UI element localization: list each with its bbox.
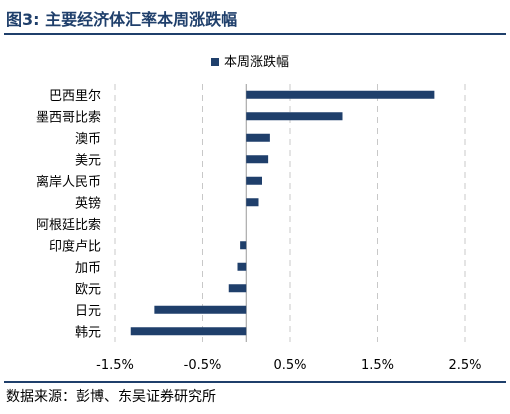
bar bbox=[246, 176, 262, 185]
category-label: 韩元 bbox=[75, 325, 101, 340]
legend-swatch bbox=[211, 58, 219, 66]
tick-label: 1.5% bbox=[361, 358, 394, 373]
bar bbox=[246, 133, 270, 142]
tick-label: 0.5% bbox=[273, 358, 306, 373]
category-label: 阿根廷比索 bbox=[36, 218, 101, 233]
category-label: 欧元 bbox=[75, 282, 101, 297]
bar bbox=[228, 284, 247, 293]
bar bbox=[130, 327, 247, 336]
category-label: 离岸人民币 bbox=[36, 174, 101, 190]
category-label: 澳币 bbox=[75, 131, 101, 147]
category-label: 英镑 bbox=[75, 195, 101, 211]
category-label: 日元 bbox=[75, 304, 101, 319]
figure-title: 图3: 主要经济体汇率本周涨跌幅 bbox=[6, 10, 238, 29]
tick-label: 2.5% bbox=[448, 358, 481, 373]
source-note: 数据来源：彭博、东吴证券研究所 bbox=[6, 389, 216, 405]
bar bbox=[246, 198, 259, 207]
tick-label: -1.5% bbox=[96, 358, 134, 373]
bar bbox=[237, 262, 247, 271]
category-label: 巴西里尔 bbox=[49, 89, 101, 104]
legend: 本周涨跌幅 bbox=[211, 54, 289, 70]
bar bbox=[246, 90, 435, 99]
bar bbox=[246, 112, 343, 121]
source-divider bbox=[4, 381, 506, 383]
tick-label: -0.5% bbox=[184, 358, 222, 373]
gridlines bbox=[114, 84, 466, 342]
category-label: 美元 bbox=[75, 153, 101, 168]
legend-label: 本周涨跌幅 bbox=[224, 54, 289, 70]
category-label: 印度卢比 bbox=[49, 238, 101, 254]
title-divider bbox=[4, 33, 506, 35]
bar-chart: 本周涨跌幅 巴西里尔墨西哥比索澳币美元离岸人民币英镑阿根廷比索印度卢比加币欧元日… bbox=[36, 54, 482, 373]
bars bbox=[130, 90, 435, 336]
tick-labels: -1.5% -0.5% 0.5% 1.5% 2.5% bbox=[96, 358, 481, 373]
bar bbox=[240, 241, 247, 250]
bar bbox=[246, 155, 269, 164]
bar bbox=[154, 305, 247, 314]
category-label: 加币 bbox=[75, 261, 101, 276]
category-label: 墨西哥比索 bbox=[36, 110, 101, 125]
